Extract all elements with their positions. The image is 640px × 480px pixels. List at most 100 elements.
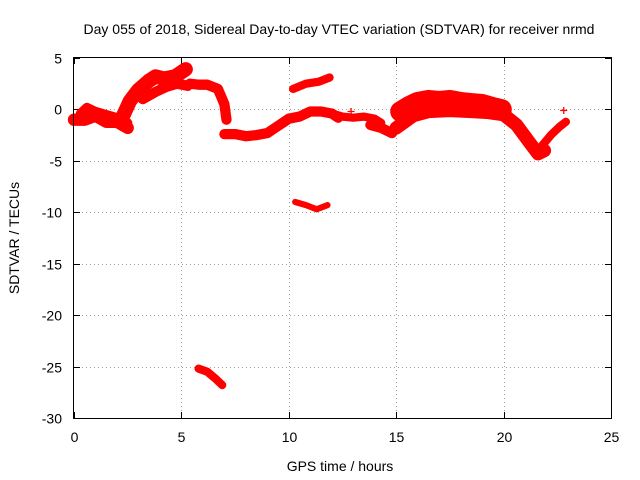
data-point [290,85,297,92]
data-point [83,104,90,111]
x-tick-label: 0 [71,429,79,445]
y-tick-label: -20 [42,308,62,324]
x-tick-label: 5 [178,429,186,445]
x-axis-label: GPS time / hours [287,458,394,474]
y-tick-label: -5 [50,154,63,170]
data-point [313,206,320,213]
data-point [446,107,453,114]
x-tick-label: 20 [497,429,513,445]
series-arc-c [114,62,193,127]
data-point [292,199,299,205]
outlier-point [504,112,512,120]
data-point [547,132,554,139]
data-point [406,103,413,110]
data-point [436,98,443,105]
outlier-point [399,110,407,118]
data-point [315,78,322,85]
x-tick-label: 10 [282,429,298,445]
data-point [221,101,228,108]
data-point [253,132,260,139]
series-band [219,106,344,142]
series-band [389,103,552,161]
data-point [126,98,133,105]
data-point [513,121,520,128]
data-point [307,108,314,115]
data-point [326,74,333,81]
data-point [212,375,219,382]
data-point [118,116,125,123]
data-point [92,108,99,115]
data-point [275,122,282,129]
data-point [324,202,331,209]
data-point [534,150,541,157]
y-axis-label: SDTVAR / TECUs [6,182,22,294]
data-point [425,108,432,115]
data-point [562,118,569,125]
data-point [425,97,432,104]
data-point [339,113,346,120]
data-point [371,115,378,122]
series-arc-n [538,117,571,150]
data-point [223,116,230,123]
chart-title: Day 055 of 2018, Sidereal Day-to-day VTE… [84,21,595,37]
series-band [194,364,227,390]
data-point [393,124,400,131]
data-point [457,99,464,106]
data-point [302,202,309,209]
series-arc-i [194,364,227,390]
data-point [163,83,170,90]
series-arc-h [292,198,331,213]
data-point [146,77,153,84]
plot-frame [73,57,612,419]
data-point [410,112,417,119]
y-tick-label: -10 [42,205,62,221]
data-point [219,382,226,389]
data-point [204,81,211,88]
data-point [556,123,563,130]
y-tick-label: -15 [42,257,62,273]
data-point [350,114,357,121]
data-point [214,85,221,92]
data-point [171,73,178,80]
data-point [285,115,292,122]
outlier-points [347,106,568,120]
data-point [539,142,546,149]
y-tick-label: -30 [42,411,62,427]
data-point [360,113,367,120]
series-arc-f [219,106,344,142]
data-point [485,109,492,116]
data-point [152,73,159,80]
data-point [500,111,507,118]
x-tick-label: 15 [389,429,405,445]
data-point [446,97,453,104]
data-point [378,124,385,131]
data-layer [67,62,571,390]
y-tick-label: 0 [54,102,62,118]
data-point [135,86,142,93]
data-point [161,75,168,82]
data-point [77,110,84,117]
series-arc-e [184,78,232,125]
data-point [103,118,110,125]
outlier-point [560,106,568,114]
series-band [184,78,232,125]
y-tick-label: -25 [42,360,62,376]
data-point [186,80,193,87]
series-arc-g [288,73,334,94]
data-point [204,368,211,375]
series-band [288,73,334,94]
data-point [232,131,239,138]
data-point [174,80,181,87]
outlier-point [347,107,355,115]
grid-layer [74,58,611,418]
data-point [318,108,325,115]
data-point [139,96,146,103]
y-tick-label: 5 [54,51,62,67]
data-point [195,365,202,372]
series-band [538,117,571,150]
data-point [182,66,189,73]
data-point [195,81,202,88]
data-point [302,80,309,87]
data-point [468,108,475,115]
